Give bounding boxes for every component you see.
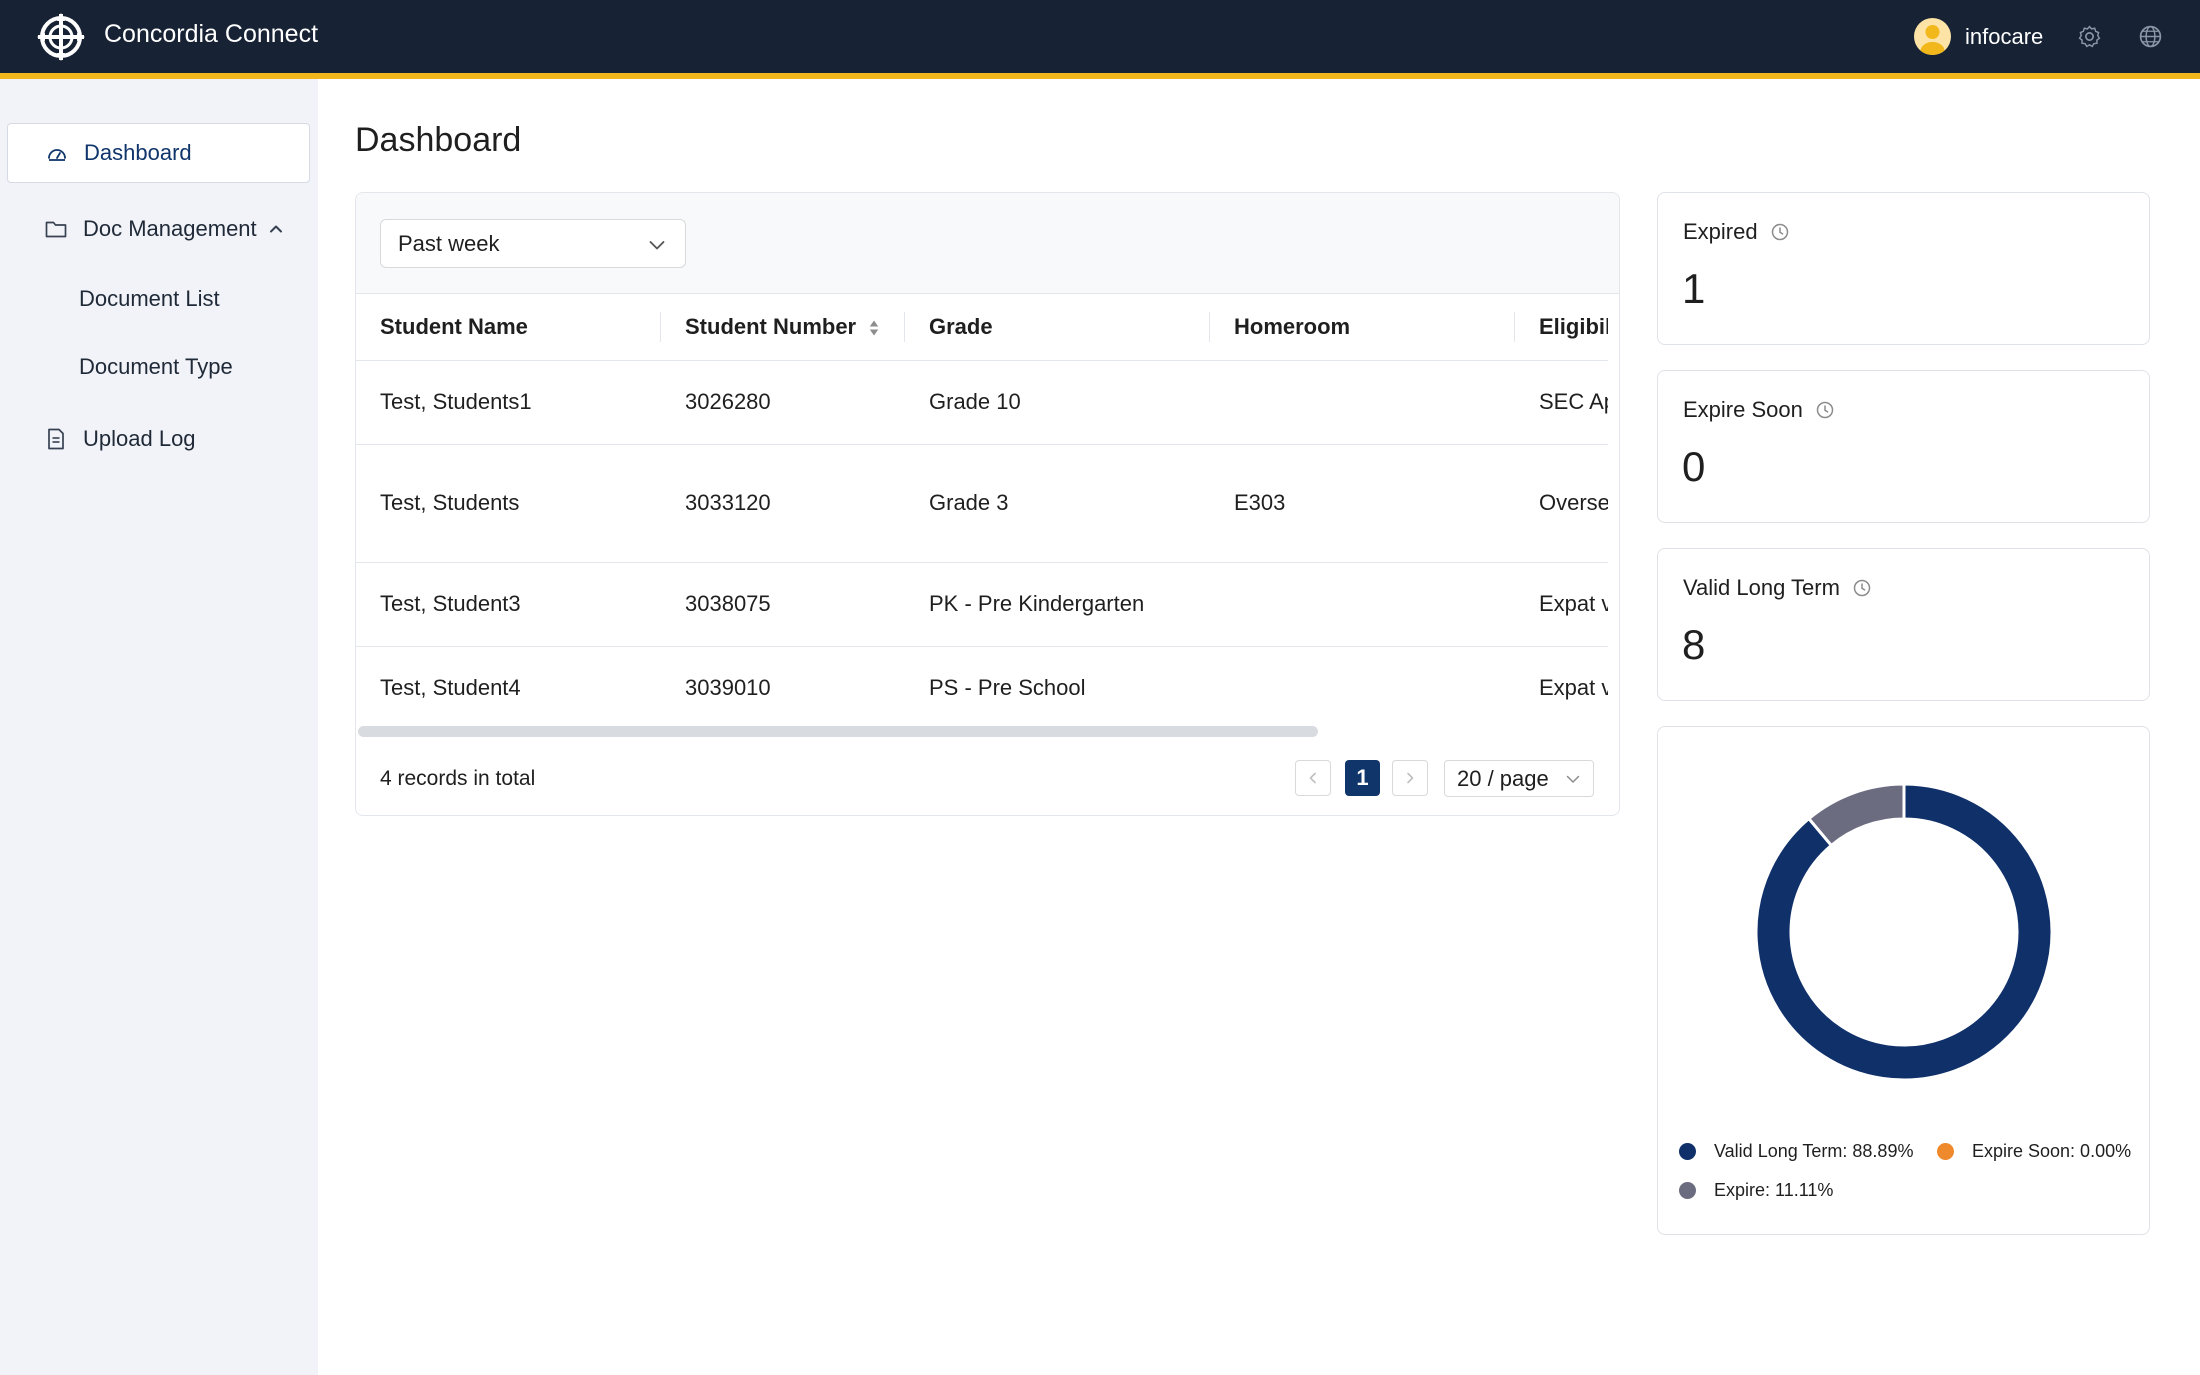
cell-student-name: Test, Student3 <box>356 562 661 647</box>
chevron-left-icon <box>1309 772 1316 784</box>
page-size-select[interactable]: 20 / page <box>1444 760 1594 797</box>
clock-icon <box>1853 579 1871 597</box>
cell-homeroom <box>1210 360 1515 445</box>
file-icon <box>48 428 64 450</box>
chevron-up-icon <box>269 225 282 233</box>
column-header-homeroom: Homeroom <box>1210 294 1515 361</box>
cell-eligibility: Overse record <box>1515 444 1608 563</box>
table-header-row: Student Name Student Number Grade Homero… <box>356 294 1608 361</box>
cell-homeroom: E303 <box>1210 444 1515 563</box>
chevron-right-icon <box>1407 772 1414 784</box>
sidebar: Dashboard Doc Management Document List D… <box>0 79 318 1375</box>
globe-icon[interactable] <box>2138 24 2163 49</box>
legend-label: Expire: 11.11% <box>1714 1180 1834 1200</box>
cell-student-name: Test, Students1 <box>356 360 661 445</box>
status-donut-chart <box>1754 782 2054 1082</box>
top-bar-accent-line <box>0 73 2200 79</box>
stat-card-expired: Expired 1 <box>1657 192 2150 345</box>
user-name[interactable]: infocare <box>1965 23 2044 49</box>
stat-value: 8 <box>1682 621 1706 668</box>
avatar[interactable] <box>1914 18 1951 55</box>
sidebar-item-document-list[interactable]: Document List <box>79 277 220 321</box>
table-row[interactable]: Test, Students1 3026280 Grade 10 SEC Ap <box>356 360 1608 445</box>
legend-item-expire[interactable]: Expire: 11.11% <box>1679 1180 1833 1201</box>
page-1-button[interactable]: 1 <box>1345 760 1380 796</box>
next-page-button[interactable] <box>1392 760 1428 796</box>
cell-grade: Grade 3 <box>905 444 1210 563</box>
stat-card-valid-long-term: Valid Long Term 8 <box>1657 548 2150 701</box>
cell-student-name: Test, Students <box>356 444 661 563</box>
date-range-value: Past week <box>398 230 500 256</box>
chevron-down-icon <box>1566 775 1580 783</box>
stat-label: Valid Long Term <box>1683 575 1872 601</box>
gear-icon[interactable] <box>2077 24 2102 49</box>
prev-page-button[interactable] <box>1295 760 1331 796</box>
table-card-header: Past week <box>356 193 1619 294</box>
sort-icon[interactable] <box>868 318 880 338</box>
cell-homeroom <box>1210 562 1515 647</box>
column-header-grade: Grade <box>905 294 1210 361</box>
stat-card-expire-soon: Expire Soon 0 <box>1657 370 2150 523</box>
dashboard-icon <box>48 149 66 161</box>
sidebar-item-label: Dashboard <box>84 140 192 165</box>
concordia-logo-icon[interactable] <box>37 13 85 61</box>
legend-dot <box>1679 1182 1696 1199</box>
scrollbar-thumb[interactable] <box>358 726 1318 737</box>
column-header-student-name: Student Name <box>356 294 661 361</box>
column-header-student-number[interactable]: Student Number <box>661 294 905 361</box>
sidebar-item-dashboard[interactable]: Dashboard <box>7 123 310 183</box>
sidebar-item-label: Doc Management <box>83 216 257 241</box>
sidebar-item-upload-log[interactable]: Upload Log <box>44 417 196 461</box>
cell-homeroom <box>1210 646 1515 724</box>
date-range-select[interactable]: Past week <box>380 219 686 268</box>
stat-value: 1 <box>1682 265 1706 312</box>
clock-icon <box>1771 223 1788 241</box>
chevron-down-icon <box>649 241 665 250</box>
page-title: Dashboard <box>355 121 522 159</box>
donut-slice-valid-long-term[interactable] <box>1754 782 2054 1082</box>
records-total: 4 records in total <box>380 767 536 790</box>
column-header-eligibility: Eligibili <box>1515 294 1608 361</box>
cell-grade: PK - Pre Kindergarten <box>905 562 1210 647</box>
legend-dot <box>1679 1143 1696 1160</box>
stat-value: 0 <box>1682 443 1706 490</box>
cell-student-number: 3039010 <box>661 646 905 724</box>
table-row[interactable]: Test, Student3 3038075 PK - Pre Kinderga… <box>356 562 1608 647</box>
sidebar-item-doc-management[interactable]: Doc Management <box>44 207 285 251</box>
sidebar-item-label: Upload Log <box>83 426 196 451</box>
cell-student-name: Test, Student4 <box>356 646 661 724</box>
page-size-value: 20 / page <box>1457 765 1549 791</box>
table-row[interactable]: Test, Student4 3039010 PS - Pre School E… <box>356 646 1608 724</box>
cell-eligibility: Expat v <box>1515 646 1608 724</box>
table-scroll-area[interactable]: Student Name Student Number Grade Homero… <box>356 294 1608 724</box>
cell-student-number: 3038075 <box>661 562 905 647</box>
legend-item-expire-soon[interactable]: Expire Soon: 0.00% <box>1937 1141 2131 1162</box>
legend-item-valid-long-term[interactable]: Valid Long Term: 88.89% <box>1679 1141 1913 1162</box>
sidebar-item-document-type[interactable]: Document Type <box>79 345 233 389</box>
cell-eligibility: SEC Ap <box>1515 360 1608 445</box>
app-title[interactable]: Concordia Connect <box>104 20 319 48</box>
status-chart-card: Valid Long Term: 88.89% Expire Soon: 0.0… <box>1657 726 2150 1235</box>
students-table: Student Name Student Number Grade Homero… <box>356 294 1608 724</box>
cell-student-number: 3033120 <box>661 444 905 563</box>
user-menu[interactable]: infocare <box>1914 18 2043 55</box>
students-table-card: Past week Student Name Student Number <box>355 192 1620 816</box>
cell-student-number: 3026280 <box>661 360 905 445</box>
legend-dot <box>1937 1143 1954 1160</box>
top-bar: Concordia Connect infocare <box>0 0 2200 73</box>
cell-eligibility: Expat v <box>1515 562 1608 647</box>
donut-slice-expire[interactable] <box>1806 782 1906 848</box>
cell-grade: PS - Pre School <box>905 646 1210 724</box>
legend-label: Expire Soon: 0.00% <box>1972 1141 2132 1161</box>
clock-icon <box>1816 401 1834 419</box>
stat-label: Expired <box>1683 219 1790 245</box>
cell-grade: Grade 10 <box>905 360 1210 445</box>
horizontal-scrollbar[interactable] <box>356 724 1619 738</box>
legend-label: Valid Long Term: 88.89% <box>1714 1141 1914 1161</box>
sidebar-item-label: Document List <box>79 286 220 311</box>
stat-label: Expire Soon <box>1683 397 1835 423</box>
folder-icon <box>45 221 67 238</box>
table-row[interactable]: Test, Students 3033120 Grade 3 E303 Over… <box>356 444 1608 563</box>
sidebar-item-label: Document Type <box>79 354 233 379</box>
